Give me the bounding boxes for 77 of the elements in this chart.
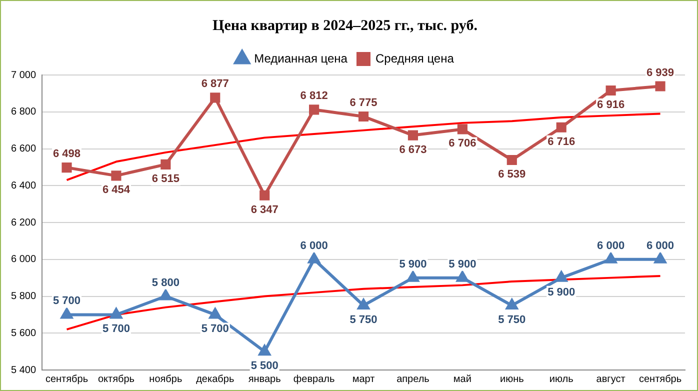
point xyxy=(260,190,270,200)
y-tick-label: 6 800 xyxy=(10,106,36,118)
point xyxy=(209,308,221,319)
x-tick-label: апрель xyxy=(396,374,430,385)
data-label: 5 700 xyxy=(201,323,229,336)
data-label: 6 706 xyxy=(448,138,476,150)
data-label: 6 000 xyxy=(300,240,328,252)
x-tick-label: декабрь xyxy=(196,374,234,385)
y-tick-label: 5 600 xyxy=(10,328,36,339)
point xyxy=(358,111,369,122)
data-label: 5 750 xyxy=(498,314,526,326)
chart-title: Цена квартир в 2024–2025 гг., тыс. руб. xyxy=(212,18,478,34)
data-label: 5 900 xyxy=(448,258,476,270)
data-label: 6 812 xyxy=(300,90,328,102)
x-tick-label: май xyxy=(453,374,472,385)
y-tick-label: 5 400 xyxy=(10,364,36,376)
y-tick-label: 7 000 xyxy=(10,70,36,81)
point xyxy=(62,162,72,173)
point xyxy=(604,252,617,264)
point xyxy=(655,81,666,92)
data-label: 5 900 xyxy=(548,286,576,298)
point xyxy=(60,308,73,319)
point xyxy=(160,290,172,300)
point xyxy=(456,271,468,282)
data-label: 6 673 xyxy=(399,144,427,156)
data-label: 6 916 xyxy=(597,99,625,112)
x-tick-label: июнь xyxy=(500,374,524,385)
x-tick-label: октябрь xyxy=(98,374,134,385)
point xyxy=(309,104,320,115)
data-label: 5 700 xyxy=(52,295,81,308)
x-tick-label: сентябрь xyxy=(45,374,88,385)
data-label: 6 877 xyxy=(201,78,229,90)
y-tick-label: 6 600 xyxy=(10,144,36,154)
point xyxy=(408,130,418,140)
point xyxy=(210,92,220,103)
x-tick-label: февраль xyxy=(293,374,335,385)
data-label: 5 900 xyxy=(399,258,427,270)
x-tick-label: январь xyxy=(248,374,281,385)
data-label: 6 454 xyxy=(102,184,131,196)
data-label: 6 347 xyxy=(250,204,278,216)
x-tick-label: август xyxy=(596,374,626,385)
point xyxy=(556,122,566,132)
data-label: 6 716 xyxy=(548,136,576,148)
legend-label: Средняя цена xyxy=(375,51,454,66)
data-label: 6 515 xyxy=(152,172,180,185)
point xyxy=(308,252,320,264)
point xyxy=(457,124,468,134)
point xyxy=(556,271,568,282)
data-label: 5 750 xyxy=(350,314,378,326)
point xyxy=(654,252,666,264)
point xyxy=(407,271,419,282)
y-tick-label: 6 200 xyxy=(10,217,36,228)
x-tick-label: март xyxy=(352,374,376,385)
data-label: 6 775 xyxy=(350,97,378,110)
data-label: 5 700 xyxy=(102,323,130,336)
data-label: 6 939 xyxy=(646,66,674,79)
y-tick-label: 6 400 xyxy=(10,180,36,192)
data-label: 6 000 xyxy=(646,240,674,252)
point xyxy=(506,154,517,166)
data-label: 6 539 xyxy=(498,168,526,181)
point xyxy=(258,345,270,356)
y-tick-label: 6 000 xyxy=(10,254,36,266)
data-label: 5 800 xyxy=(152,276,180,289)
legend-label: Медианная цена xyxy=(254,51,348,66)
point xyxy=(111,170,122,181)
data-label: 6 000 xyxy=(597,240,625,252)
point xyxy=(506,298,518,310)
point xyxy=(110,308,122,319)
data-label: 6 498 xyxy=(52,148,81,160)
point xyxy=(358,298,370,310)
x-tick-label: сентябрь xyxy=(638,374,682,385)
x-tick-label: июль xyxy=(549,374,574,385)
y-tick-label: 5 800 xyxy=(10,291,36,302)
point xyxy=(160,159,171,170)
x-tick-label: ноябрь xyxy=(149,374,182,385)
point xyxy=(606,85,616,96)
data-label: 5 500 xyxy=(250,360,278,372)
